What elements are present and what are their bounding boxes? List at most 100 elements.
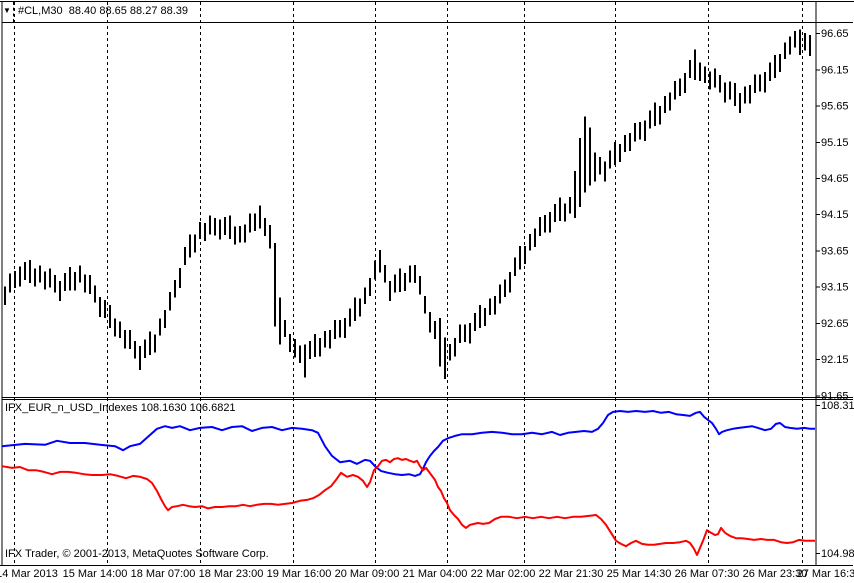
price-bar: [279, 297, 281, 345]
price-bar: [684, 72, 686, 94]
price-bar: [219, 219, 221, 240]
x-axis-label: 22 Mar 21:30: [539, 568, 604, 580]
price-bar: [424, 296, 426, 314]
price-bar: [769, 62, 771, 81]
price-bar: [754, 74, 756, 94]
price-bar: [694, 49, 696, 81]
price-bar: [59, 280, 61, 302]
price-scale-label: 96.15: [821, 64, 849, 76]
price-bar: [484, 307, 486, 326]
price-bar: [779, 54, 781, 73]
price-bar: [9, 273, 11, 293]
price-bar: [579, 138, 581, 207]
price-bar: [94, 285, 96, 303]
price-bar: [699, 62, 701, 81]
header-separator: [13, 2, 14, 22]
x-axis-label: 27 Mar 16:30: [797, 568, 854, 580]
price-bar: [114, 318, 116, 337]
price-bar: [469, 323, 471, 344]
price-bar: [549, 212, 551, 233]
price-bar: [569, 196, 571, 214]
price-bar: [379, 249, 381, 273]
price-bar: [629, 133, 631, 152]
price-bar: [764, 72, 766, 93]
price-bar: [144, 339, 146, 358]
price-bar: [734, 83, 736, 107]
price-bar: [719, 75, 721, 93]
price-bar: [294, 338, 296, 358]
price-bar: [209, 215, 211, 235]
price-bar: [624, 135, 626, 152]
price-bar: [654, 102, 656, 126]
price-bar: [449, 344, 451, 361]
price-bar: [369, 278, 371, 297]
price-bar: [439, 317, 441, 367]
price-bar: [609, 150, 611, 169]
price-bar: [29, 259, 31, 284]
price-bar: [604, 161, 606, 182]
price-bar: [309, 341, 311, 360]
price-bar: [269, 225, 271, 249]
price-bar: [474, 312, 476, 331]
x-axis-label: 26 Mar 07:30: [675, 568, 740, 580]
indicator-scale-label: 108.3157: [821, 400, 854, 412]
price-bar: [69, 267, 71, 291]
price-bar: [234, 226, 236, 245]
price-bar: [159, 318, 161, 336]
price-bar: [519, 246, 521, 270]
price-bar: [559, 197, 561, 221]
price-bar: [394, 274, 396, 293]
price-bar: [649, 110, 651, 129]
price-bar: [564, 203, 566, 222]
indicator-label: IFX_EUR_n_USD_Indexes 108.1630 106.6821: [5, 402, 236, 414]
price-bar: [319, 338, 321, 357]
price-bar: [104, 299, 106, 318]
price-bar: [184, 246, 186, 265]
price-bar: [589, 127, 591, 186]
price-bar: [714, 68, 716, 88]
price-bar: [544, 215, 546, 233]
price-bar: [704, 66, 706, 84]
price-bar: [124, 330, 126, 349]
price-bar: [259, 205, 261, 229]
x-axis-label: 18 Mar 07:00: [131, 568, 196, 580]
price-bar: [264, 217, 266, 236]
price-bar: [419, 275, 421, 295]
price-bar: [19, 266, 21, 287]
price-bar: [804, 33, 806, 51]
symbol-dropdown-icon[interactable]: ▼: [3, 6, 11, 15]
price-bar: [664, 96, 666, 113]
price-bar: [399, 268, 401, 292]
price-bar: [44, 271, 46, 290]
price-bar: [659, 106, 661, 125]
price-bar: [489, 298, 491, 315]
price-bar: [689, 59, 691, 78]
price-bar: [169, 291, 171, 311]
price-bar: [774, 54, 776, 78]
price-bar: [459, 324, 461, 344]
price-bar: [324, 331, 326, 348]
price-bar: [514, 257, 516, 276]
price-bar: [244, 224, 246, 243]
price-bar: [4, 286, 6, 305]
price-bar: [154, 334, 156, 353]
price-bar: [214, 217, 216, 236]
price-bar: [384, 265, 386, 283]
price-bar: [374, 260, 376, 280]
indicator-line-blue: [1, 410, 815, 477]
indicator-line-red: [1, 457, 815, 556]
price-bar: [109, 304, 111, 329]
price-bar: [594, 152, 596, 182]
copyright-text: IFX Trader, © 2001-2013, MetaQuotes Soft…: [5, 548, 269, 560]
price-bar: [744, 86, 746, 104]
price-bar: [584, 116, 586, 193]
price-scale-label: 92.15: [821, 354, 849, 366]
price-bar: [34, 268, 36, 287]
price-bar: [174, 280, 176, 298]
price-bar: [674, 80, 676, 100]
price-bar: [619, 143, 621, 162]
price-bar: [344, 317, 346, 339]
price-bar: [119, 321, 121, 339]
price-bar: [724, 82, 726, 103]
